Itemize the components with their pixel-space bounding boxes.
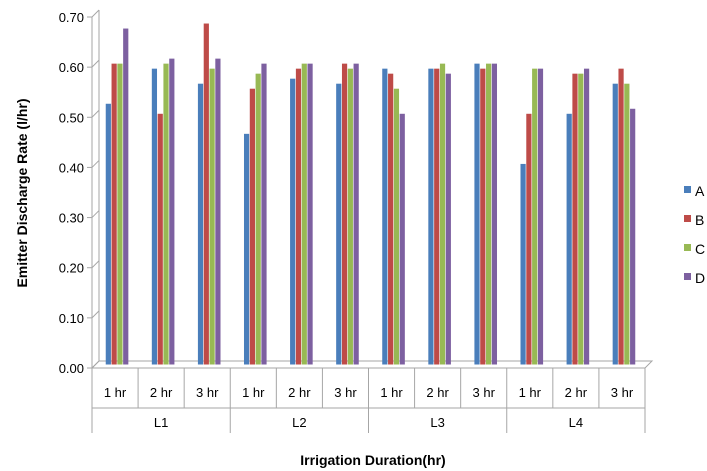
- bar-D: [491, 63, 498, 365]
- bar-D: [307, 63, 313, 365]
- legend-swatch-A: [684, 186, 691, 193]
- bar-C: [117, 63, 123, 365]
- bar-D: [583, 68, 590, 365]
- legend-label-C: C: [695, 241, 705, 257]
- legend-label-D: D: [695, 270, 705, 286]
- x-tick-label: 3 hr: [196, 385, 219, 400]
- y-tick-depth: [91, 310, 100, 319]
- bar-D: [399, 113, 405, 365]
- y-tick-depth: [91, 360, 100, 369]
- bar-D: [445, 73, 451, 365]
- y-tick-label: 0.40: [59, 160, 84, 175]
- x-tick-label: 1 hr: [519, 385, 542, 400]
- y-tick-label: 0.10: [59, 311, 84, 326]
- x-tick-label: 2 hr: [288, 385, 311, 400]
- x-group-label: L3: [430, 415, 444, 430]
- bar-A: [520, 163, 526, 365]
- bar-A: [197, 83, 204, 365]
- x-group-label: L1: [154, 415, 168, 430]
- bar-B: [249, 88, 255, 365]
- x-tick-label: 1 hr: [104, 385, 127, 400]
- legend-swatch-C: [684, 244, 691, 251]
- x-tick-label: 2 hr: [150, 385, 173, 400]
- bar-C: [393, 88, 400, 365]
- bar-A: [243, 133, 250, 365]
- x-tick-label: 1 hr: [380, 385, 403, 400]
- y-tick-label: 0.60: [59, 60, 84, 75]
- bar-B: [388, 73, 394, 365]
- legend-swatch-D: [684, 273, 691, 280]
- x-tick-label: 2 hr: [565, 385, 588, 400]
- bar-B: [203, 23, 209, 365]
- bar-B: [480, 68, 486, 365]
- bar-A: [428, 68, 434, 365]
- y-tick-depth: [91, 260, 100, 269]
- y-tick-label: 0.20: [59, 261, 84, 276]
- bar-D: [215, 58, 221, 365]
- bar-C: [301, 63, 307, 365]
- bar-D: [123, 28, 129, 365]
- legend-label-A: A: [695, 183, 705, 199]
- x-tick-label: 3 hr: [334, 385, 357, 400]
- y-tick-depth: [91, 210, 100, 218]
- y-tick-label: 0.70: [59, 10, 84, 25]
- bar-D: [169, 58, 175, 365]
- bar-B: [618, 68, 624, 365]
- bar-C: [486, 63, 492, 365]
- bar-C: [347, 68, 353, 365]
- bar-B: [341, 63, 348, 365]
- y-tick-label: 0.30: [59, 211, 84, 226]
- bar-B: [111, 63, 117, 365]
- bar-B: [572, 73, 578, 365]
- bar-B: [526, 113, 532, 365]
- y-tick-depth: [91, 109, 100, 118]
- y-tick-label: 0.00: [59, 361, 84, 376]
- bar-C: [163, 63, 169, 365]
- bar-D: [630, 108, 636, 365]
- y-axis-title: Emitter Discharge Rate (l/hr): [14, 98, 30, 287]
- bar-B: [295, 68, 302, 365]
- bar-A: [382, 68, 388, 365]
- bar-C: [578, 73, 584, 365]
- bar-A: [474, 63, 480, 365]
- bar-C: [624, 83, 630, 365]
- legend-swatch-B: [684, 215, 691, 222]
- y-tick-depth: [91, 9, 100, 18]
- x-axis-title: Irrigation Duration(hr): [300, 452, 445, 468]
- x-group-label: L2: [292, 415, 306, 430]
- bar-A: [290, 78, 296, 365]
- y-axis-ticks: 0.00 0.10 0.20 0.30 0.40 0.50 0.60 0.70: [59, 9, 100, 376]
- x-tick-label: 2 hr: [426, 385, 449, 400]
- bar-B: [157, 113, 163, 365]
- bar-A: [151, 68, 158, 365]
- legend-label-B: B: [695, 212, 704, 228]
- bar-B: [434, 68, 440, 365]
- bar-C: [439, 63, 446, 365]
- bar-D: [537, 68, 544, 365]
- bar-A: [105, 103, 111, 365]
- y-tick-depth: [91, 59, 100, 68]
- y-tick-label: 0.50: [59, 110, 84, 125]
- x-tick-label: 3 hr: [611, 385, 634, 400]
- x-group-label: L4: [569, 415, 583, 430]
- x-tick-label: 1 hr: [242, 385, 265, 400]
- bar-A: [566, 113, 572, 365]
- bar-D: [353, 63, 359, 365]
- x-axis-labels: 1 hr 2 hr 3 hr 1 hr 2 hr 3 hr 1 hr 2 hr 3 hr 1 hr…: [91, 368, 646, 433]
- bar-C: [209, 68, 215, 365]
- bar-A: [336, 83, 342, 365]
- bar-A: [612, 83, 618, 365]
- bar-series: [105, 23, 636, 365]
- y-tick-depth: [91, 160, 100, 168]
- bar-D: [261, 63, 267, 365]
- bar-C: [532, 68, 538, 365]
- bar-C: [255, 73, 261, 365]
- x-tick-label: 3 hr: [473, 385, 496, 400]
